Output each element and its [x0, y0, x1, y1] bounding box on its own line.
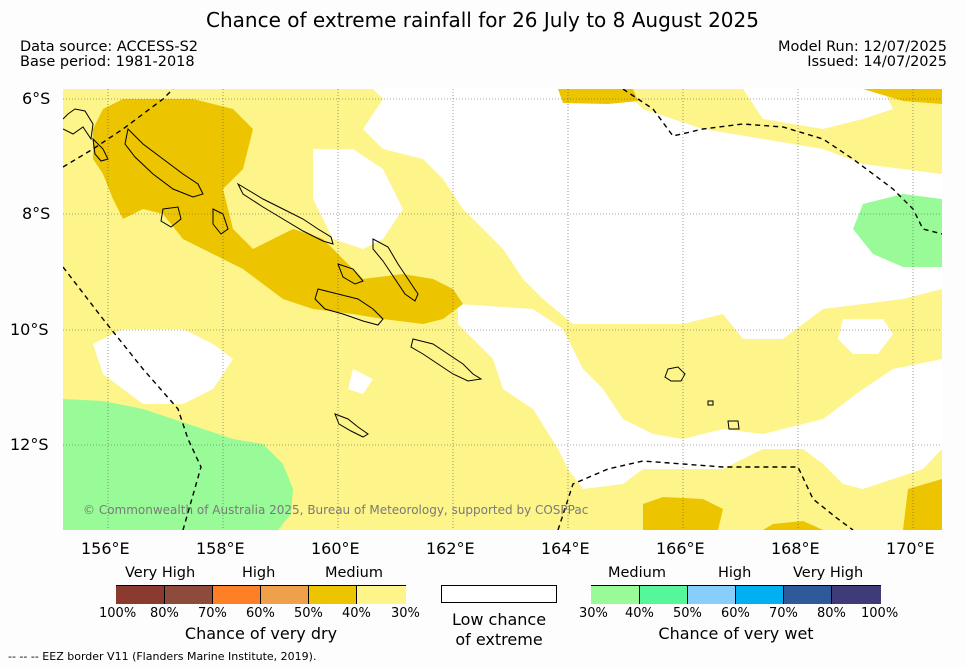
lon-label-164e: 164°E — [541, 539, 590, 558]
wet-tick-50: 50% — [673, 606, 702, 621]
dry-tick-40: 40% — [342, 606, 371, 621]
dry-colorbar — [116, 585, 406, 604]
lat-label-8s: 8°S — [22, 204, 51, 223]
lon-label-170e: 170°E — [886, 539, 935, 558]
wet-colorbar — [591, 585, 881, 604]
lon-label-160e: 160°E — [311, 539, 360, 558]
dry-level-very-high: Very High — [125, 565, 196, 581]
low-chance-label: Low chance of extreme — [431, 610, 567, 650]
eez-borders — [63, 89, 942, 530]
wet-level-very-high: Very High — [793, 565, 864, 581]
issued-label: Issued: 14/07/2025 — [807, 54, 947, 70]
graticule — [63, 89, 942, 530]
dry-swatch-100-80 — [116, 586, 165, 604]
wet-tick-60: 60% — [721, 606, 750, 621]
dry-swatch-60-50 — [260, 586, 309, 604]
dry-tick-60: 60% — [246, 606, 275, 621]
dry-tick-50: 50% — [294, 606, 323, 621]
lat-label-10s: 10°S — [10, 320, 49, 339]
wet-tick-80: 80% — [817, 606, 846, 621]
wet-swatch-50-60 — [687, 586, 736, 604]
dry-tick-100: 100% — [99, 606, 137, 621]
eez-footnote: -- -- -- EEZ border V11 (Flanders Marine… — [8, 650, 317, 663]
coastlines — [63, 108, 740, 438]
dry-tick-30: 30% — [391, 606, 420, 621]
wet-tick-70: 70% — [769, 606, 798, 621]
rainfall-map — [63, 89, 942, 530]
base-period-label: Base period: 1981-2018 — [20, 54, 195, 70]
model-run-label: Model Run: 12/07/2025 — [777, 39, 947, 55]
lat-label-12s: 12°S — [10, 435, 49, 454]
meta-right: Model Run: 12/07/2025 Issued: 14/07/2025 — [778, 40, 947, 70]
wet-tick-40: 40% — [625, 606, 654, 621]
wet-level-medium: Medium — [608, 565, 666, 581]
dry-swatch-50-40 — [308, 586, 357, 604]
dry-swatch-70-60 — [212, 586, 261, 604]
copyright-credit: © Commonwealth of Australia 2025, Bureau… — [83, 503, 589, 517]
low-chance-line1: Low chance — [451, 610, 547, 629]
dry-level-high: High — [242, 565, 276, 581]
lon-label-166e: 166°E — [656, 539, 705, 558]
wet-swatch-80-100 — [831, 586, 881, 604]
wet-swatch-70-80 — [783, 586, 832, 604]
medium-wet-regions — [63, 194, 942, 530]
low-chance-swatch — [441, 585, 557, 603]
wet-swatch-60-70 — [735, 586, 784, 604]
lon-label-156e: 156°E — [81, 539, 130, 558]
dry-swatch-80-70 — [164, 586, 213, 604]
wet-swatch-30-40 — [591, 586, 640, 604]
wet-swatch-40-50 — [639, 586, 688, 604]
dry-swatch-40-30 — [356, 586, 406, 604]
lon-label-162e: 162°E — [426, 539, 475, 558]
lon-label-168e: 168°E — [771, 539, 820, 558]
low-chance-line2: of extreme — [455, 630, 543, 649]
meta-left: Data source: ACCESS-S2 Base period: 1981… — [20, 40, 198, 70]
map-title: Chance of extreme rainfall for 26 July t… — [206, 8, 759, 32]
dry-legend-title: Chance of very dry — [184, 624, 338, 643]
lat-label-6s: 6°S — [22, 89, 51, 108]
lon-label-158e: 158°E — [196, 539, 245, 558]
wet-tick-30: 30% — [579, 606, 608, 621]
data-source-label: Data source: ACCESS-S2 — [20, 39, 199, 55]
wet-level-high: High — [718, 565, 752, 581]
dry-tick-70: 70% — [198, 606, 227, 621]
wet-tick-100: 100% — [861, 606, 899, 621]
dry-level-medium: Medium — [325, 565, 383, 581]
dry-tick-80: 80% — [150, 606, 179, 621]
wet-legend-title: Chance of very wet — [658, 624, 814, 643]
